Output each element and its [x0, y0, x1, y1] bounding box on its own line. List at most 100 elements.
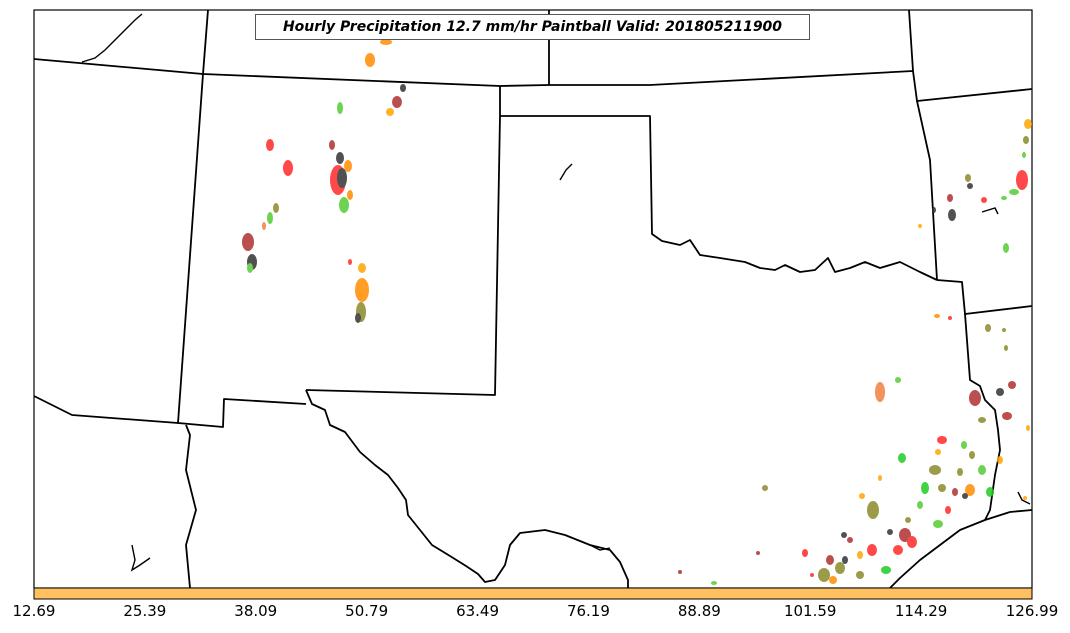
precip-cell — [802, 549, 808, 557]
precip-cell — [835, 562, 845, 574]
precip-cell — [847, 537, 853, 543]
precip-cell — [996, 388, 1004, 396]
precip-cell — [365, 53, 375, 67]
map-title: Hourly Precipitation 12.7 mm/hr Paintbal… — [255, 14, 810, 40]
colorbar-tick-label: 63.49 — [456, 602, 500, 620]
precip-cell — [347, 190, 353, 200]
precip-cell — [878, 475, 882, 481]
lake-east — [1017, 491, 1031, 505]
border-ut-co — [202, 9, 209, 75]
precip-cell — [918, 224, 922, 228]
precip-cell — [967, 183, 973, 189]
precip-cell — [969, 451, 975, 459]
precip-cell — [400, 84, 406, 92]
precip-cell — [810, 573, 814, 577]
precip-cell — [895, 377, 901, 383]
precip-cell — [859, 493, 865, 499]
gulf-coast — [889, 519, 986, 589]
precip-cell — [1023, 136, 1029, 144]
precip-cell — [1001, 196, 1007, 200]
precip-cell — [242, 233, 254, 251]
border-tx-mexico — [305, 389, 629, 588]
precip-cell — [978, 465, 986, 475]
precip-cell — [267, 212, 273, 224]
border-az-mexico — [185, 424, 197, 589]
precip-cell — [938, 484, 946, 492]
precip-cell — [997, 456, 1003, 464]
precip-cell — [948, 316, 952, 320]
precip-cell — [329, 140, 335, 150]
precip-cell — [969, 390, 981, 406]
precip-cell — [1004, 345, 1008, 351]
precip-cell — [947, 194, 953, 202]
precip-cell — [905, 517, 911, 523]
precip-cells — [242, 39, 1032, 585]
colorbar-tick-label: 38.09 — [234, 602, 278, 620]
border-ok-panhandle — [500, 115, 938, 281]
precip-cell — [1022, 152, 1026, 158]
precip-cell — [273, 203, 279, 213]
precip-cell — [961, 441, 967, 449]
precip-cell — [262, 222, 266, 230]
colorbar-tick-label: 88.89 — [677, 602, 721, 620]
precip-cell — [1026, 425, 1030, 431]
precip-cell — [1016, 170, 1028, 190]
precip-cell — [348, 259, 352, 265]
precip-cell — [875, 382, 885, 402]
precip-cell — [986, 487, 994, 497]
precip-cell — [962, 493, 968, 499]
border-mo-ks — [908, 9, 1033, 102]
precip-cell — [355, 278, 369, 302]
great-salt-lake — [81, 13, 143, 63]
precip-cell — [935, 449, 941, 455]
precip-cell — [867, 501, 879, 519]
precip-cell — [339, 197, 349, 213]
precip-cell — [978, 417, 986, 423]
precip-cell — [355, 313, 361, 323]
precip-cell — [247, 263, 253, 273]
border-ca-az — [33, 395, 179, 424]
precip-cell — [841, 532, 847, 538]
lake-baja — [130, 544, 151, 572]
map-area — [33, 9, 1033, 589]
border-az-nm — [177, 73, 307, 428]
precip-cell — [917, 501, 923, 509]
precip-cell — [981, 197, 987, 203]
precip-cell — [829, 576, 837, 584]
precip-cell — [1023, 496, 1027, 500]
gulf-coast-east — [984, 509, 1033, 521]
precip-cell — [1003, 243, 1009, 253]
colorbar — [33, 587, 1033, 600]
precip-cell — [856, 571, 864, 579]
border-ok-ar — [916, 100, 938, 281]
precip-cell — [933, 520, 943, 528]
precip-cell — [957, 468, 963, 476]
colorbar-tick-label: 101.59 — [783, 602, 837, 620]
precip-cell — [921, 482, 929, 494]
precip-cell — [1002, 328, 1006, 332]
precip-cell — [1024, 119, 1032, 129]
precip-cell — [756, 551, 760, 555]
precip-cell — [842, 556, 848, 564]
precip-cell — [392, 96, 402, 108]
precip-cell — [380, 39, 392, 45]
border-ut-az — [33, 58, 914, 87]
precip-cell — [762, 485, 768, 491]
precip-cell — [907, 536, 917, 548]
colorbar-tick-label: 76.19 — [566, 602, 610, 620]
precip-cell — [283, 160, 293, 176]
lakes — [81, 13, 1031, 572]
precip-cell — [337, 168, 347, 188]
precip-cell — [934, 314, 940, 318]
precip-cell — [678, 570, 682, 574]
border-ar-la — [936, 279, 1033, 315]
precip-cell — [337, 102, 343, 114]
precip-cell — [1009, 189, 1019, 195]
precip-cell — [857, 551, 863, 559]
precip-cell — [929, 465, 941, 475]
precip-cell — [985, 324, 991, 332]
precip-cell — [336, 152, 344, 164]
lake-texas — [589, 544, 611, 551]
precip-cell — [948, 209, 956, 221]
precip-cell — [893, 545, 903, 555]
